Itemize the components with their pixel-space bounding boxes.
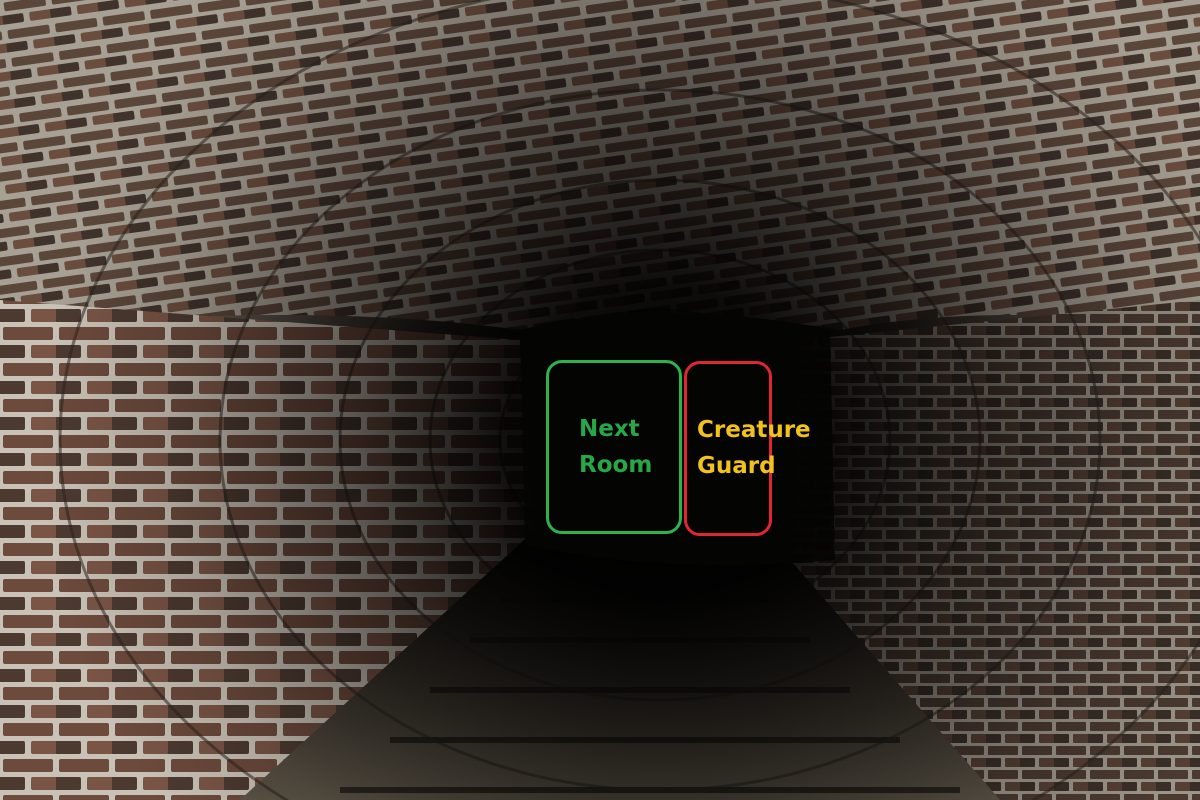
creature-guard-zone[interactable]: Creature Guard — [684, 361, 811, 536]
creature-guard-label-line-2: Guard — [697, 453, 776, 479]
creature-guard-label-line-1: Creature — [697, 417, 811, 443]
next-room-label: Next Room — [579, 411, 652, 483]
next-room-zone[interactable]: Next Room — [546, 360, 682, 534]
next-room-label-line-2: Room — [579, 452, 653, 478]
next-room-label-line-1: Next — [579, 416, 640, 442]
creature-guard-label: Creature Guard — [697, 412, 811, 484]
